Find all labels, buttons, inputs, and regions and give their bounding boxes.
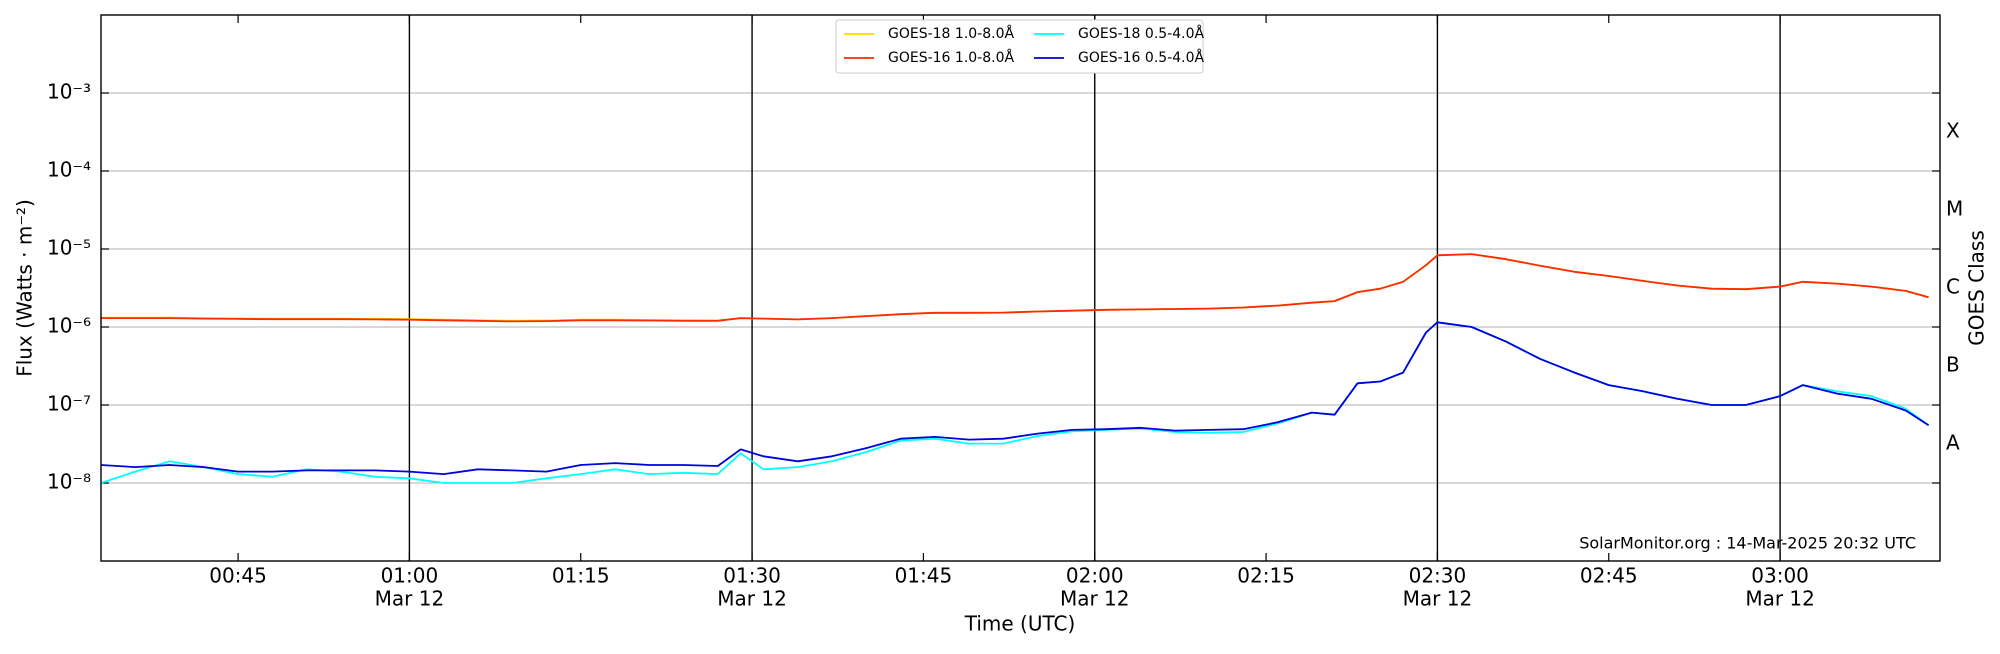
x-tick-label: 02:00 (1066, 564, 1124, 588)
x-tick-label: 01:15 (552, 564, 610, 588)
series-line (100, 321, 1930, 475)
y-axis-label: Flux (Watts · m⁻²) (13, 199, 37, 377)
annotation: SolarMonitor.org : 14-Mar-2025 20:32 UTC (1579, 534, 1916, 553)
y-tick-label: 10⁻⁵ (47, 236, 91, 260)
x-tick-label: Mar 12 (1060, 587, 1130, 611)
x-tick-label: 01:30 (723, 564, 781, 588)
y-tick-label: 10⁻³ (47, 80, 91, 104)
y2-tick-label: M (1946, 197, 1963, 221)
y-tick-label: 10⁻⁷ (47, 392, 91, 416)
x-tick-label: 01:00 (381, 564, 439, 588)
y2-tick-label: A (1946, 431, 1960, 455)
y-tick-label: 10⁻⁴ (47, 158, 91, 182)
y2-axis-label: GOES Class (1965, 230, 1989, 346)
x-tick-label: Mar 12 (1745, 587, 1815, 611)
legend-label: GOES-16 1.0-8.0Å (888, 49, 1014, 66)
plot-frame (100, 14, 1941, 562)
y2-tick-label: B (1946, 353, 1960, 377)
y2-tick-label: X (1946, 119, 1960, 143)
legend-label: GOES-16 0.5-4.0Å (1078, 49, 1204, 66)
x-tick-label: Mar 12 (717, 587, 787, 611)
legend-label: GOES-18 0.5-4.0Å (1078, 25, 1204, 42)
x-tick-label: 01:45 (895, 564, 953, 588)
series-line (101, 253, 1929, 323)
x-tick-label: 00:45 (209, 564, 267, 588)
x-tick-label: Mar 12 (375, 587, 445, 611)
x-tick-label: 02:30 (1409, 564, 1467, 588)
x-tick-label: 02:15 (1237, 564, 1295, 588)
y2-tick-label: C (1946, 275, 1960, 299)
x-tick-label: Mar 12 (1403, 587, 1473, 611)
x-tick-label: 03:00 (1751, 564, 1809, 588)
x-axis-label: Time (UTC) (964, 612, 1076, 636)
legend-label: GOES-18 1.0-8.0Å (888, 25, 1014, 42)
y-tick-label: 10⁻⁶ (47, 314, 91, 338)
y-tick-label: 10⁻⁸ (47, 470, 91, 494)
x-tick-label: 02:45 (1580, 564, 1638, 588)
legend-box (835, 19, 1204, 74)
